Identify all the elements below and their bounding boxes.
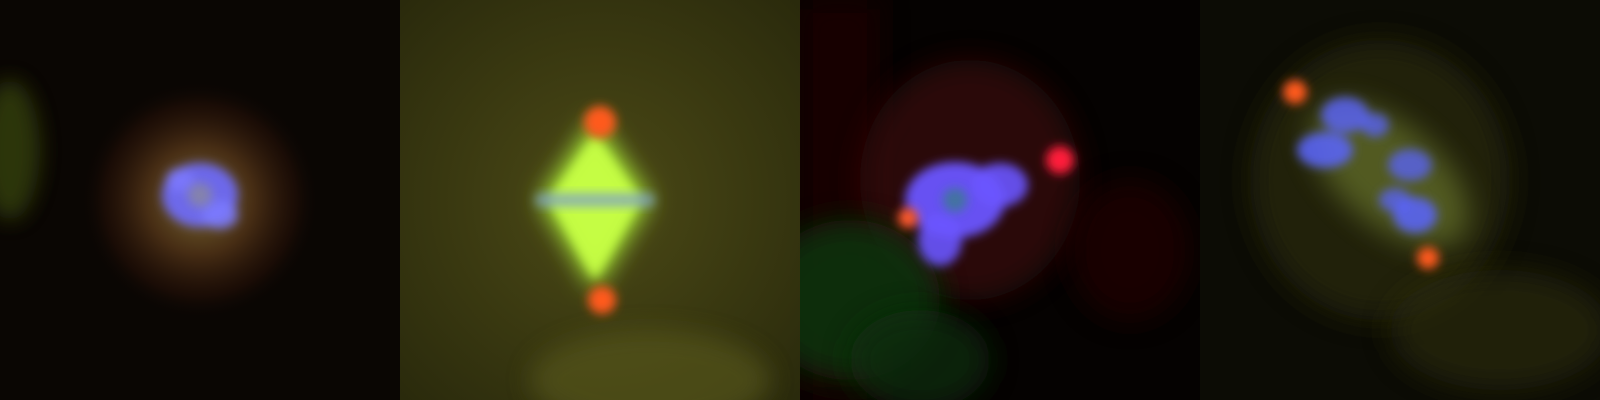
micrograph-panel-2 (400, 0, 800, 400)
cell-4-image (1200, 0, 1600, 400)
micrograph-panel-3 (800, 0, 1200, 400)
metaphase-plate (535, 193, 655, 207)
centrosome-left (898, 208, 918, 228)
micrograph-panel-1 (0, 0, 400, 400)
centrosome-right (1046, 146, 1074, 174)
centrosome-top (1283, 80, 1307, 104)
left-edge-glow (0, 80, 40, 220)
cell-2-image (400, 0, 800, 400)
cell-1-image (0, 0, 400, 400)
chromosome-cluster (1297, 97, 1437, 233)
micrograph-panel-4 (1200, 0, 1600, 400)
centrosome-bottom (588, 286, 616, 314)
cell-3-image (800, 0, 1200, 400)
centrosome-bottom (1417, 247, 1439, 269)
centrosome-top (584, 106, 616, 138)
